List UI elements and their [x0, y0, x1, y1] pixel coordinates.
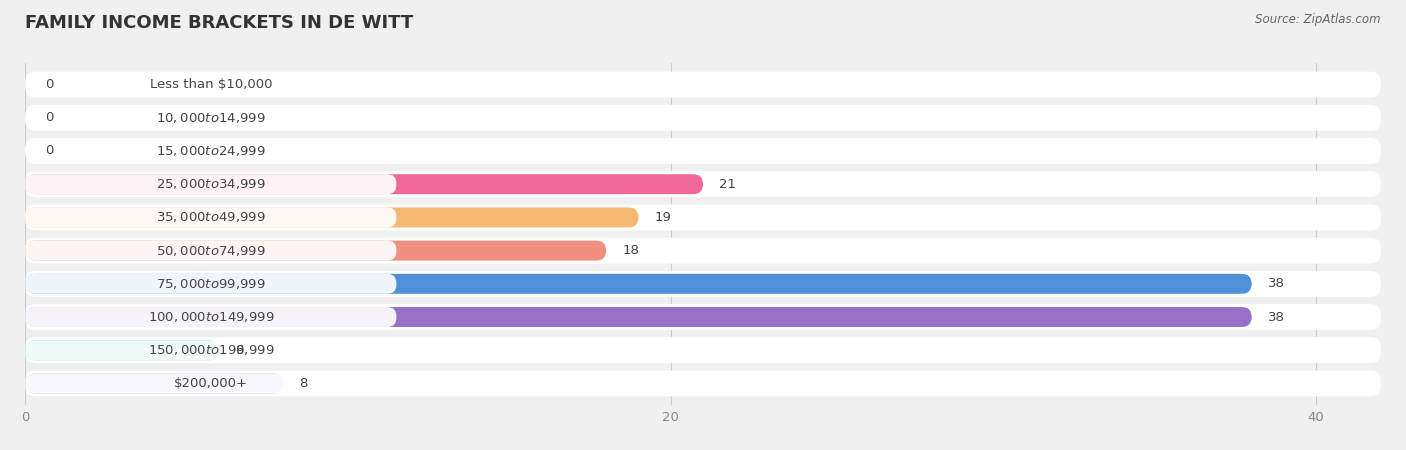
FancyBboxPatch shape [25, 340, 396, 360]
Text: $15,000 to $24,999: $15,000 to $24,999 [156, 144, 266, 158]
FancyBboxPatch shape [25, 174, 703, 194]
Text: 19: 19 [655, 211, 672, 224]
Text: 38: 38 [1268, 310, 1285, 324]
Text: $200,000+: $200,000+ [174, 377, 247, 390]
FancyBboxPatch shape [25, 274, 1251, 294]
FancyBboxPatch shape [25, 271, 1381, 297]
FancyBboxPatch shape [25, 307, 1251, 327]
FancyBboxPatch shape [25, 204, 1381, 230]
FancyBboxPatch shape [25, 141, 396, 161]
Text: 21: 21 [718, 178, 737, 191]
Text: 6: 6 [235, 344, 243, 357]
FancyBboxPatch shape [25, 207, 638, 227]
Text: 0: 0 [45, 144, 53, 158]
Text: $100,000 to $149,999: $100,000 to $149,999 [148, 310, 274, 324]
FancyBboxPatch shape [25, 241, 396, 261]
FancyBboxPatch shape [25, 72, 1381, 98]
Text: 8: 8 [299, 377, 308, 390]
Text: $35,000 to $49,999: $35,000 to $49,999 [156, 211, 266, 225]
FancyBboxPatch shape [25, 374, 284, 393]
Text: Less than $10,000: Less than $10,000 [149, 78, 273, 91]
FancyBboxPatch shape [25, 138, 1381, 164]
FancyBboxPatch shape [25, 370, 1381, 396]
FancyBboxPatch shape [25, 337, 1381, 363]
Text: $10,000 to $14,999: $10,000 to $14,999 [156, 111, 266, 125]
FancyBboxPatch shape [25, 304, 1381, 330]
FancyBboxPatch shape [25, 340, 219, 360]
Text: 0: 0 [45, 78, 53, 91]
FancyBboxPatch shape [25, 105, 1381, 131]
FancyBboxPatch shape [25, 307, 396, 327]
FancyBboxPatch shape [25, 108, 396, 128]
FancyBboxPatch shape [25, 241, 606, 261]
Text: FAMILY INCOME BRACKETS IN DE WITT: FAMILY INCOME BRACKETS IN DE WITT [25, 14, 413, 32]
Text: 38: 38 [1268, 277, 1285, 290]
FancyBboxPatch shape [25, 374, 396, 393]
Text: Source: ZipAtlas.com: Source: ZipAtlas.com [1256, 14, 1381, 27]
FancyBboxPatch shape [25, 238, 1381, 264]
Text: $50,000 to $74,999: $50,000 to $74,999 [156, 243, 266, 257]
Text: $25,000 to $34,999: $25,000 to $34,999 [156, 177, 266, 191]
Text: $150,000 to $199,999: $150,000 to $199,999 [148, 343, 274, 357]
Text: 18: 18 [623, 244, 640, 257]
FancyBboxPatch shape [25, 207, 396, 227]
FancyBboxPatch shape [25, 174, 396, 194]
FancyBboxPatch shape [25, 171, 1381, 197]
FancyBboxPatch shape [25, 75, 396, 94]
Text: $75,000 to $99,999: $75,000 to $99,999 [156, 277, 266, 291]
Text: 0: 0 [45, 111, 53, 124]
FancyBboxPatch shape [25, 274, 396, 294]
